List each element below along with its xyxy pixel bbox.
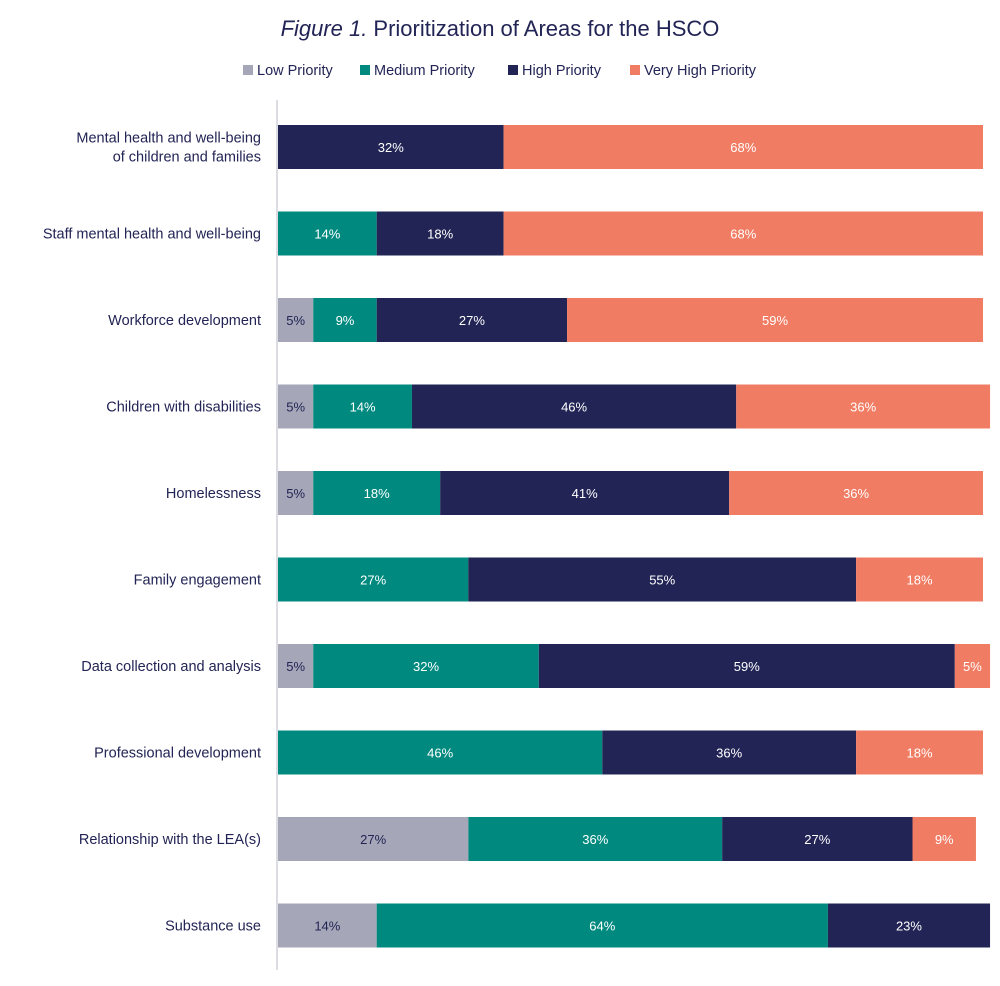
legend-swatch-very-high-priority [630, 65, 640, 75]
bar-low-priority-7 [278, 644, 314, 688]
bar-high-priority-1 [278, 125, 504, 169]
legend-swatch-high-priority [508, 65, 518, 75]
bar-low-priority-5 [278, 471, 314, 515]
category-labels: Mental health and well-being of children … [43, 131, 261, 935]
legend-label-medium-priority: Medium Priority [374, 63, 475, 79]
legend-label-very-high-priority: Very High Priority [644, 63, 757, 79]
data-label-medium-priority-10: 64% [589, 919, 615, 934]
data-label-medium-priority-8: 46% [427, 746, 453, 761]
data-label-very-high-priority-5: 36% [843, 486, 869, 501]
data-label-very-high-priority-9: 9% [935, 832, 954, 847]
legend-swatch-low-priority [243, 65, 253, 75]
category-label-4: Children with disabilities [106, 400, 261, 416]
bar-low-priority-9 [278, 817, 469, 861]
bar-very-high-priority-9 [912, 817, 976, 861]
data-label-very-high-priority-8: 18% [907, 746, 933, 761]
bar-high-priority-2 [376, 211, 504, 256]
data-label-low-priority-9: 27% [360, 832, 386, 847]
data-label-medium-priority-2: 14% [314, 227, 340, 242]
legend-label-high-priority: High Priority [522, 63, 602, 79]
category-label-1-line-2: of children and families [113, 150, 261, 166]
bar-medium-priority-7 [313, 644, 539, 688]
category-label-7: Data collection and analysis [81, 659, 261, 675]
bar-very-high-priority-4 [736, 384, 991, 429]
legend-swatch-medium-priority [360, 65, 370, 75]
data-label-high-priority-10: 23% [896, 919, 922, 934]
bar-low-priority-3 [278, 298, 314, 342]
bar-medium-priority-10 [376, 903, 828, 948]
data-label-high-priority-7: 59% [734, 659, 760, 674]
category-label-9: Relationship with the LEA(s) [79, 832, 261, 848]
data-label-medium-priority-4: 14% [350, 400, 376, 415]
data-label-very-high-priority-6: 18% [907, 573, 933, 588]
bar-very-high-priority-1 [503, 125, 983, 169]
bar-medium-priority-3 [313, 298, 377, 342]
legend-label-low-priority: Low Priority [257, 63, 333, 79]
category-label-3: Workforce development [108, 313, 261, 329]
bar-very-high-priority-2 [503, 211, 983, 256]
bar-high-priority-4 [411, 384, 737, 429]
bar-medium-priority-5 [313, 471, 441, 515]
category-label-10: Substance use [165, 919, 261, 935]
bar-medium-priority-2 [278, 211, 377, 256]
category-label-8: Professional development [94, 746, 261, 762]
data-label-high-priority-3: 27% [459, 313, 485, 328]
data-label-medium-priority-6: 27% [360, 573, 386, 588]
data-label-low-priority-5: 5% [286, 486, 305, 501]
bars-group: 32% 68% 14% 18% 68% 5% 9% 27% 59% 5% 14% 46% 36% 5% 18… [278, 125, 991, 948]
data-label-very-high-priority-7: 5% [963, 659, 982, 674]
bar-very-high-priority-8 [856, 730, 983, 775]
data-label-low-priority-7: 5% [286, 659, 305, 674]
category-label-5: Homelessness [166, 486, 261, 502]
chart-title-prefix: Figure 1. [281, 16, 368, 41]
data-label-very-high-priority-2: 68% [730, 227, 756, 242]
chart-title: Figure 1. Prioritization of Areas for the… [281, 16, 720, 41]
bar-high-priority-7 [538, 644, 955, 688]
category-label-6: Family engagement [134, 573, 261, 589]
bar-low-priority-10 [278, 903, 377, 948]
data-label-low-priority-10: 14% [314, 919, 340, 934]
bar-very-high-priority-5 [729, 471, 983, 515]
bar-medium-priority-8 [278, 730, 603, 775]
data-label-high-priority-2: 18% [427, 227, 453, 242]
bar-medium-priority-6 [278, 557, 469, 602]
data-label-high-priority-9: 27% [804, 832, 830, 847]
bar-very-high-priority-6 [856, 557, 983, 602]
data-label-very-high-priority-1: 68% [730, 140, 756, 155]
data-label-high-priority-8: 36% [716, 746, 742, 761]
data-label-high-priority-1: 32% [378, 140, 404, 155]
category-label-2: Staff mental health and well-being [43, 227, 261, 243]
bar-high-priority-8 [602, 730, 857, 775]
data-label-very-high-priority-3: 59% [762, 313, 788, 328]
data-label-medium-priority-3: 9% [336, 313, 355, 328]
data-label-very-high-priority-4: 36% [850, 400, 876, 415]
bar-medium-priority-4 [313, 384, 412, 429]
chart-title-text: Prioritization of Areas for the HSCO [373, 16, 719, 41]
category-label-1-line-1: Mental health and well-being [76, 131, 261, 147]
bar-high-priority-3 [376, 298, 568, 342]
data-label-high-priority-4: 46% [561, 400, 587, 415]
bar-high-priority-9 [722, 817, 913, 861]
bar-low-priority-4 [278, 384, 314, 429]
data-label-low-priority-3: 5% [286, 313, 305, 328]
bar-medium-priority-9 [468, 817, 723, 861]
data-label-medium-priority-9: 36% [582, 832, 608, 847]
data-label-high-priority-5: 41% [572, 486, 598, 501]
data-label-medium-priority-5: 18% [364, 486, 390, 501]
data-label-low-priority-4: 5% [286, 400, 305, 415]
data-label-high-priority-6: 55% [649, 573, 675, 588]
bar-high-priority-6 [468, 557, 857, 602]
bar-high-priority-10 [827, 903, 991, 948]
data-label-medium-priority-7: 32% [413, 659, 439, 674]
bar-very-high-priority-7 [954, 644, 991, 688]
bar-very-high-priority-3 [567, 298, 983, 342]
bar-high-priority-5 [440, 471, 730, 515]
legend: Low Priority Medium Priority High Priority… [243, 63, 757, 79]
